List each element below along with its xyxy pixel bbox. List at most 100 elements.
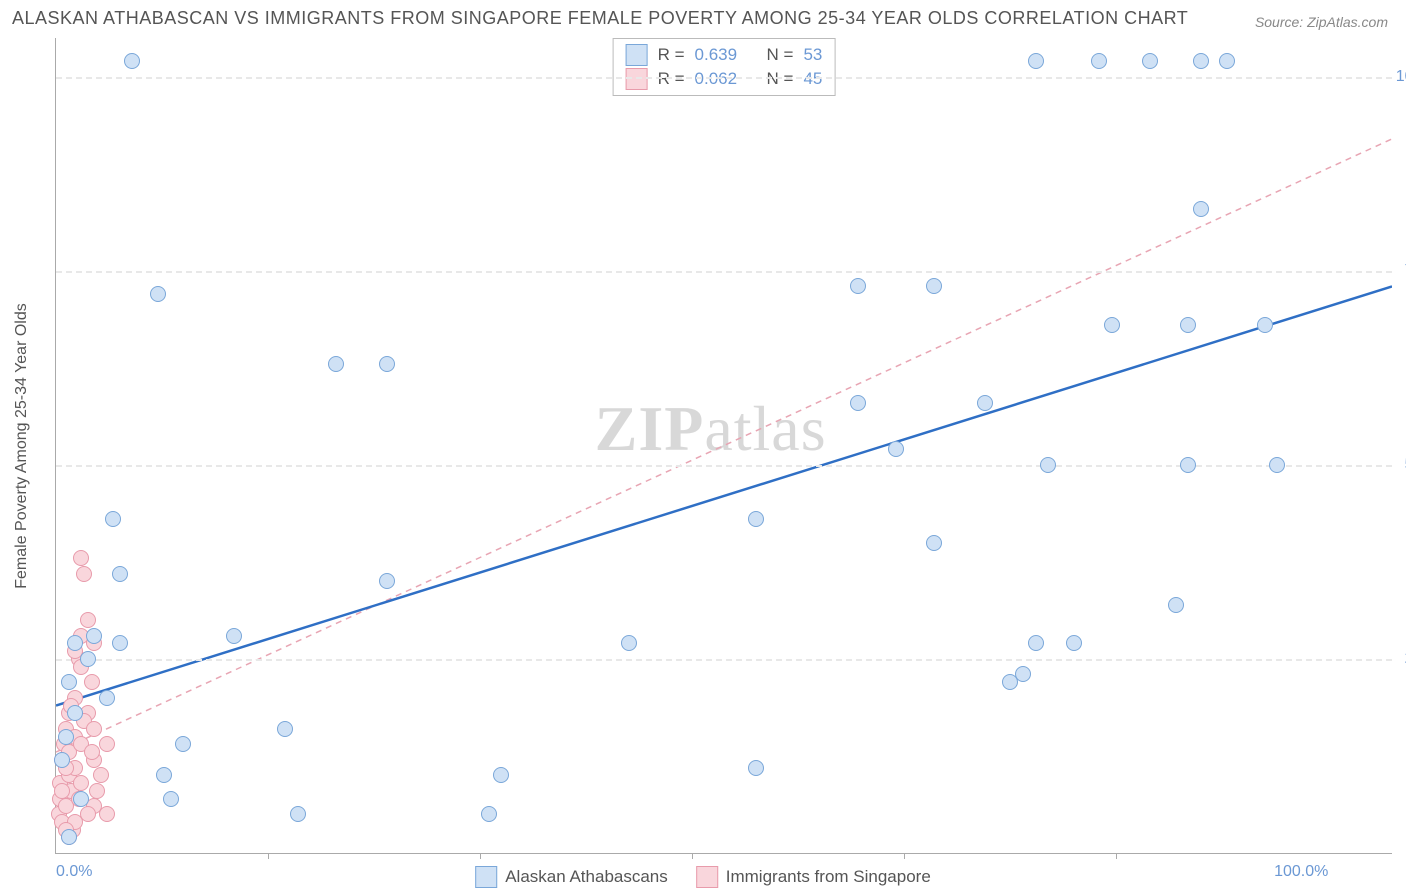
- source-label: Source: ZipAtlas.com: [1255, 14, 1388, 30]
- chart-container: ALASKAN ATHABASCAN VS IMMIGRANTS FROM SI…: [0, 0, 1406, 892]
- scatter-marker: [67, 705, 83, 721]
- scatter-marker: [926, 278, 942, 294]
- scatter-marker: [748, 760, 764, 776]
- scatter-marker: [84, 674, 100, 690]
- scatter-marker: [1219, 53, 1235, 69]
- n-value-pink: 45: [803, 69, 822, 89]
- legend-swatch: [475, 866, 497, 888]
- scatter-marker: [80, 651, 96, 667]
- scatter-marker: [1028, 53, 1044, 69]
- scatter-marker: [1193, 53, 1209, 69]
- scatter-marker: [1028, 635, 1044, 651]
- r-value-blue: 0.639: [695, 45, 738, 65]
- r-value-pink: 0.062: [695, 69, 738, 89]
- xtick-label: 100.0%: [1274, 863, 1328, 881]
- scatter-marker: [481, 806, 497, 822]
- watermark: ZIPatlas: [595, 392, 827, 466]
- scatter-marker: [1269, 457, 1285, 473]
- scatter-marker: [379, 573, 395, 589]
- scatter-marker: [493, 767, 509, 783]
- scatter-marker: [277, 721, 293, 737]
- scatter-marker: [1193, 201, 1209, 217]
- scatter-marker: [850, 278, 866, 294]
- scatter-marker: [58, 729, 74, 745]
- scatter-marker: [61, 829, 77, 845]
- scatter-marker: [1040, 457, 1056, 473]
- scatter-marker: [105, 511, 121, 527]
- scatter-marker: [1104, 317, 1120, 333]
- scatter-marker: [150, 286, 166, 302]
- scatter-marker: [89, 783, 105, 799]
- swatch-blue: [626, 44, 648, 66]
- gridline-h: [56, 77, 1392, 79]
- scatter-marker: [1091, 53, 1107, 69]
- scatter-marker: [99, 690, 115, 706]
- scatter-marker: [1168, 597, 1184, 613]
- legend-label: Immigrants from Singapore: [726, 867, 931, 887]
- legend-item: Immigrants from Singapore: [696, 866, 931, 888]
- chart-title: ALASKAN ATHABASCAN VS IMMIGRANTS FROM SI…: [12, 8, 1188, 29]
- scatter-marker: [86, 721, 102, 737]
- scatter-marker: [156, 767, 172, 783]
- scatter-marker: [54, 752, 70, 768]
- scatter-marker: [175, 736, 191, 752]
- scatter-marker: [850, 395, 866, 411]
- correlation-legend: R = 0.639 N = 53 R = 0.062 N = 45: [613, 38, 836, 96]
- scatter-marker: [99, 806, 115, 822]
- scatter-marker: [76, 566, 92, 582]
- scatter-marker: [1015, 666, 1031, 682]
- scatter-marker: [80, 806, 96, 822]
- legend-swatch: [696, 866, 718, 888]
- scatter-marker: [84, 744, 100, 760]
- scatter-marker: [1180, 317, 1196, 333]
- scatter-marker: [379, 356, 395, 372]
- xtick: [480, 853, 481, 859]
- scatter-marker: [93, 767, 109, 783]
- xtick: [904, 853, 905, 859]
- legend-row-blue: R = 0.639 N = 53: [626, 43, 823, 67]
- scatter-marker: [73, 550, 89, 566]
- xtick: [268, 853, 269, 859]
- trendlines-layer: [56, 38, 1392, 853]
- legend-row-pink: R = 0.062 N = 45: [626, 67, 823, 91]
- scatter-marker: [54, 783, 70, 799]
- scatter-marker: [621, 635, 637, 651]
- scatter-marker: [226, 628, 242, 644]
- scatter-marker: [1066, 635, 1082, 651]
- y-axis-label: Female Poverty Among 25-34 Year Olds: [13, 303, 31, 589]
- xtick-label: 0.0%: [56, 863, 92, 881]
- legend-item: Alaskan Athabascans: [475, 866, 668, 888]
- ytick-label: 100.0%: [1396, 68, 1406, 86]
- scatter-marker: [112, 566, 128, 582]
- scatter-marker: [124, 53, 140, 69]
- scatter-marker: [86, 628, 102, 644]
- scatter-marker: [73, 791, 89, 807]
- gridline-h: [56, 659, 1392, 661]
- scatter-marker: [73, 775, 89, 791]
- scatter-marker: [112, 635, 128, 651]
- scatter-marker: [99, 736, 115, 752]
- r-label: R =: [658, 45, 685, 65]
- scatter-marker: [748, 511, 764, 527]
- scatter-marker: [1142, 53, 1158, 69]
- scatter-marker: [888, 441, 904, 457]
- gridline-h: [56, 271, 1392, 273]
- scatter-marker: [163, 791, 179, 807]
- xtick: [1116, 853, 1117, 859]
- scatter-marker: [1257, 317, 1273, 333]
- n-label: N =: [767, 69, 794, 89]
- xtick: [692, 853, 693, 859]
- n-value-blue: 53: [803, 45, 822, 65]
- scatter-marker: [61, 674, 77, 690]
- scatter-marker: [977, 395, 993, 411]
- trendline: [56, 286, 1392, 705]
- scatter-marker: [926, 535, 942, 551]
- plot-area: ZIPatlas R = 0.639 N = 53 R = 0.062 N = …: [55, 38, 1392, 854]
- scatter-marker: [80, 612, 96, 628]
- legend-label: Alaskan Athabascans: [505, 867, 668, 887]
- series-legend: Alaskan Athabascans Immigrants from Singa…: [475, 866, 931, 888]
- n-label: N =: [767, 45, 794, 65]
- scatter-marker: [67, 635, 83, 651]
- swatch-pink: [626, 68, 648, 90]
- scatter-marker: [1180, 457, 1196, 473]
